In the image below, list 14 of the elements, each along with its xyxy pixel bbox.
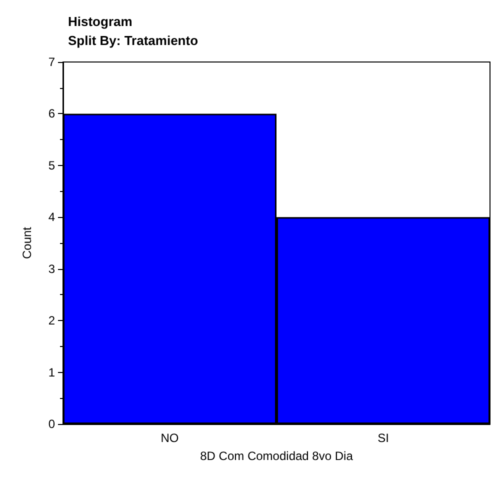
y-tick-label: 4 <box>48 210 56 224</box>
y-axis-title: Count <box>20 226 34 260</box>
y-tick-label: 2 <box>48 314 56 328</box>
y-tick-label: 7 <box>48 55 56 69</box>
x-tick-label: SI <box>378 431 389 445</box>
chart-title: Histogram <box>68 14 132 29</box>
chart-subtitle: Split By: Tratamiento <box>68 33 198 48</box>
y-tick-label: 3 <box>48 262 56 276</box>
x-axis-title: 8D Com Comodidad 8vo Dia <box>200 449 354 463</box>
y-tick-label: 5 <box>48 158 56 172</box>
y-tick-label: 6 <box>48 106 56 121</box>
y-tick-label: 0 <box>48 417 56 431</box>
y-tick-label: 1 <box>48 365 56 380</box>
x-tick-label: NO <box>160 431 179 445</box>
